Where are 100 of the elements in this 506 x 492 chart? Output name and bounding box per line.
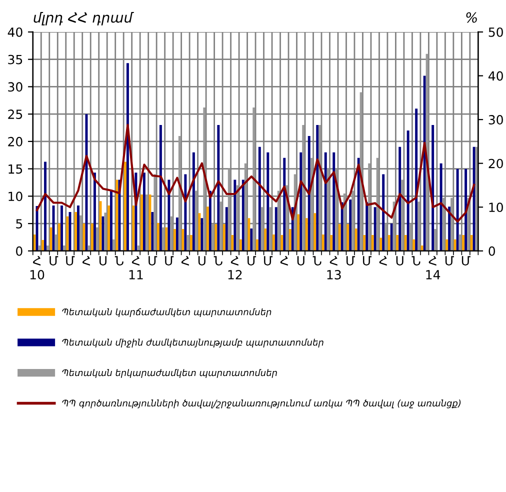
bar [62, 245, 66, 251]
bar [472, 146, 476, 251]
bar [46, 245, 49, 251]
bar [74, 212, 78, 251]
x-tick-label: Ն [214, 256, 222, 266]
bar [145, 194, 148, 251]
bar [250, 228, 253, 251]
bar [384, 224, 388, 251]
bar [258, 146, 261, 251]
bar [343, 193, 346, 251]
bar [266, 152, 270, 251]
bar [239, 239, 242, 251]
legend-label: Պետական կարճաժամկետ պարտատոմսեր [62, 308, 272, 318]
bar [190, 235, 192, 251]
bar [236, 185, 239, 251]
bar [382, 174, 385, 251]
bar [446, 239, 448, 251]
bar [173, 229, 176, 251]
x-tick-label: Մ [264, 256, 273, 266]
x-tick-label: Ս [99, 256, 106, 266]
bar [401, 180, 404, 251]
bar [366, 202, 368, 251]
bar [462, 235, 465, 251]
bar [82, 224, 86, 251]
bar [58, 224, 61, 251]
y-tick-label: 30 [8, 82, 22, 92]
bar [415, 108, 418, 251]
bar [374, 207, 376, 251]
bar [272, 234, 275, 251]
bar [244, 163, 247, 251]
bar [376, 158, 379, 251]
bar [324, 152, 327, 251]
x-tick-label: Մ [445, 256, 454, 266]
x-tick-label: Ն [114, 256, 124, 266]
bar [418, 202, 420, 251]
x-tick-label: Հ [379, 256, 387, 266]
bar [326, 168, 330, 251]
bar [159, 125, 162, 251]
bar [322, 234, 324, 251]
bar [409, 224, 412, 251]
bar [200, 218, 204, 251]
bar [126, 63, 129, 251]
bar [44, 162, 46, 251]
bar [112, 239, 115, 251]
x-tick-label: Հ 14 [426, 256, 440, 280]
bar [274, 207, 278, 251]
x-tick-label: Մ [362, 256, 372, 266]
bar [450, 198, 454, 251]
bar [222, 224, 226, 251]
x-tick-label: Հ [181, 256, 189, 266]
bar [79, 215, 82, 251]
bar [404, 235, 407, 251]
x-tick-label: Մ [50, 256, 58, 266]
bar [66, 216, 69, 251]
bar [252, 108, 256, 251]
bar [349, 199, 352, 251]
bar [50, 227, 52, 251]
bar [192, 152, 195, 251]
bar [338, 224, 341, 251]
y2-tick-label: 0 [488, 246, 496, 256]
x-tick-label: Մ [66, 256, 75, 266]
y2-tick-label: 10 [489, 202, 503, 212]
x-tick-label: Ս [198, 256, 206, 266]
y-tick-label: 25 [8, 110, 22, 120]
bar [354, 228, 358, 251]
x-tick-label: Հ [82, 256, 90, 266]
bar [154, 174, 156, 251]
bar [448, 206, 451, 251]
bar [308, 136, 310, 251]
bar [398, 146, 402, 251]
bar [182, 229, 184, 251]
x-tick-label: Ն [412, 256, 420, 266]
bar [214, 224, 218, 251]
bar [288, 229, 292, 251]
y-tick-label: 20 [8, 136, 22, 146]
bar [363, 235, 366, 251]
y-tick-label: 40 [8, 27, 22, 37]
bar [231, 235, 234, 251]
y2-tick-label: 20 [488, 158, 503, 168]
bar [91, 224, 94, 251]
y2-tick-label: 30 [488, 115, 503, 124]
bar [142, 172, 146, 251]
bar [225, 207, 228, 251]
bar [314, 213, 316, 251]
legend-label: Պետական երկարաժամկետ պարտատոմսեր [62, 369, 277, 378]
bar [156, 223, 160, 251]
bar [470, 235, 473, 251]
bar [432, 125, 434, 251]
bar [380, 238, 382, 251]
x-tick-label: Ն [312, 256, 322, 266]
y2-tick-label: 50 [488, 27, 503, 37]
bar [316, 125, 319, 251]
x-tick-label: Հ 12 [228, 256, 242, 280]
bar [242, 180, 244, 251]
bar [352, 190, 354, 251]
x-tick-label: Մ [462, 256, 470, 266]
x-tick-label: Մ [165, 256, 174, 266]
legend-label: Պետական միջին ժամկետայնությամբ պարտատոմսեր [62, 338, 324, 348]
bar [390, 224, 393, 251]
bar [38, 245, 41, 251]
